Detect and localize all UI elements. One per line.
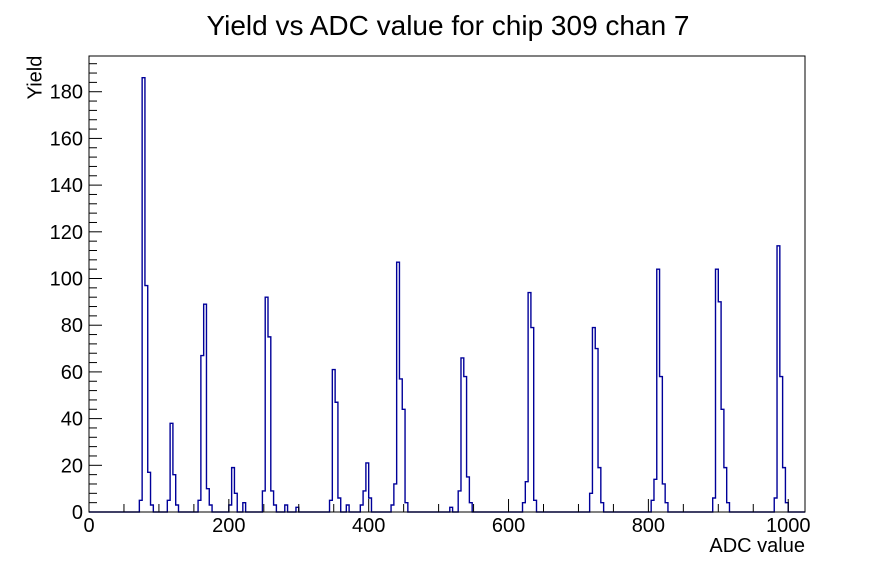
- y-axis-tick-label: 140: [50, 175, 83, 197]
- histogram-line: [89, 77, 805, 513]
- y-axis-tick-label: 40: [61, 409, 83, 431]
- y-axis-title: Yield: [24, 55, 47, 100]
- x-axis-tick-label: 800: [632, 515, 665, 537]
- y-axis-tick-label: 120: [50, 222, 83, 244]
- x-axis-tick-label: 200: [212, 515, 245, 537]
- y-axis-tick-label: 60: [61, 362, 83, 384]
- x-axis-title: ADC value: [709, 535, 805, 557]
- x-axis-tick-label: 600: [492, 515, 525, 537]
- y-axis-tick-label: 0: [72, 502, 83, 524]
- y-axis-tick-label: 20: [61, 455, 83, 477]
- x-axis-tick-label: 400: [352, 515, 385, 537]
- x-axis-tick-label: 1000: [766, 515, 811, 537]
- chart-title: Yield vs ADC value for chip 309 chan 7: [206, 10, 690, 41]
- x-axis-tick-label: 0: [83, 515, 94, 537]
- plot-frame: [88, 55, 806, 513]
- y-axis-tick-label: 100: [50, 269, 83, 291]
- y-axis-tick-label: 160: [50, 128, 83, 150]
- y-axis-tick-label: 180: [50, 82, 83, 104]
- y-axis-tick-label: 80: [61, 315, 83, 337]
